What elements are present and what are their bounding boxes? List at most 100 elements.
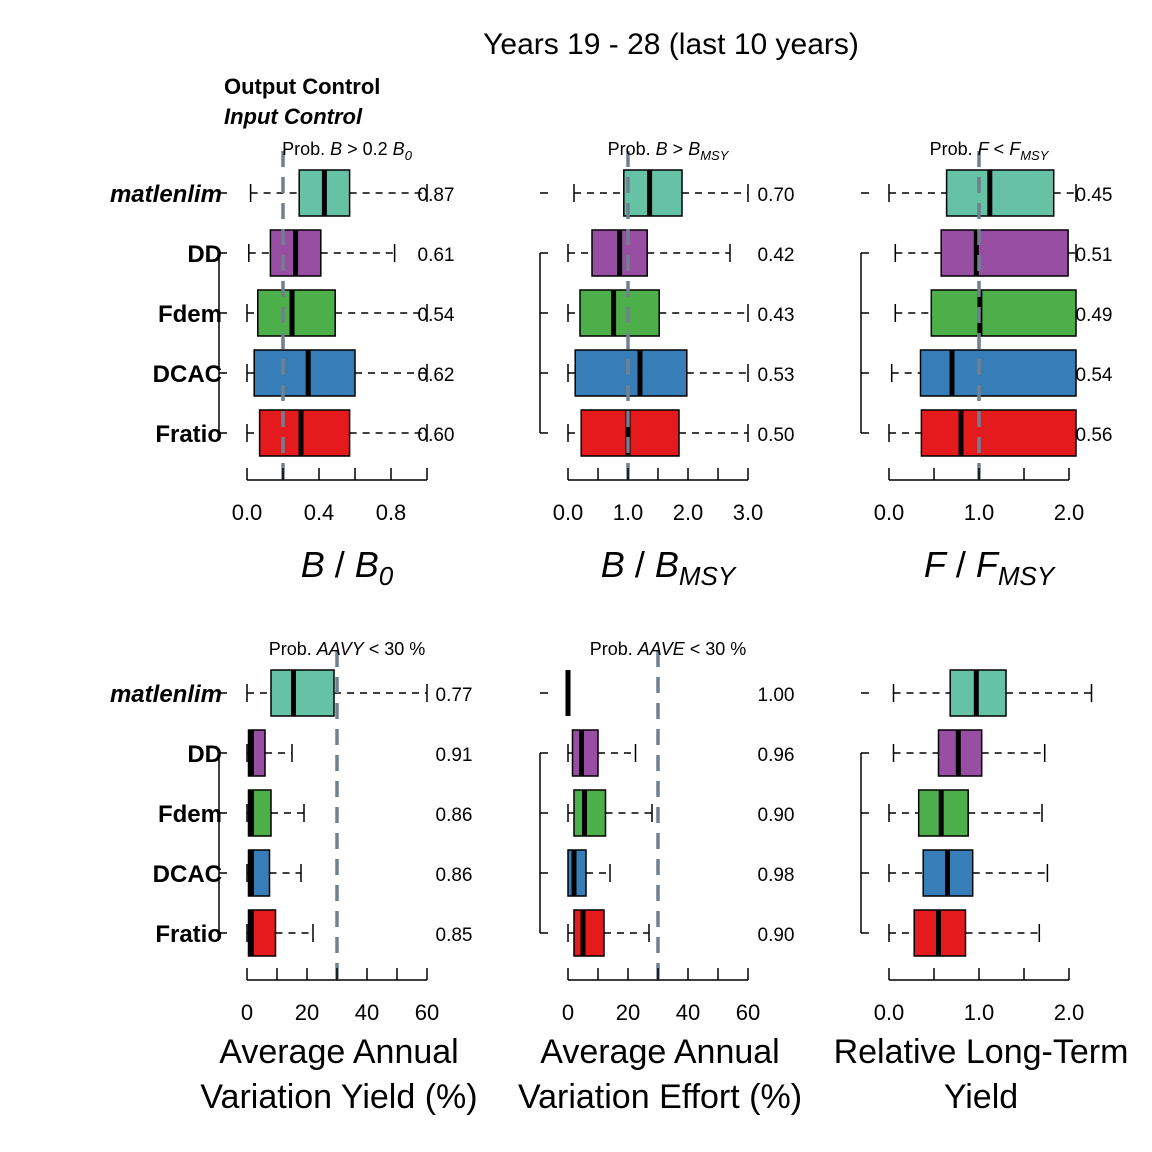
box-Fdem: 0.43 [567, 289, 795, 337]
x-axis-label-line2: Variation Yield (%) [200, 1078, 477, 1116]
box-DD: 0.51 [894, 229, 1113, 277]
prob-value: 1.00 [758, 685, 795, 706]
prob-value: 0.77 [436, 685, 473, 706]
x-tick-label: 0.0 [874, 1000, 905, 1025]
prob-value: 0.91 [436, 745, 473, 766]
box-Fratio: 0.90 [567, 909, 794, 957]
box-Fdem: 0.90 [567, 789, 795, 837]
x-axis-label-line1: Relative Long-Term [834, 1033, 1129, 1071]
box-iqr [930, 289, 1077, 337]
method-label: matlenlim [110, 181, 222, 208]
prob-value: 0.45 [1076, 185, 1113, 206]
box-iqr [270, 669, 335, 717]
x-tick-label: 40 [676, 1000, 700, 1025]
box-Fratio: 0.50 [567, 409, 795, 457]
prob-label: Prob. AAVY < 30 % [269, 639, 426, 659]
x-tick-label: 0.8 [376, 500, 407, 525]
prob-value: 0.61 [418, 245, 455, 266]
prob-value: 0.49 [1076, 305, 1113, 326]
box-DCAC: 0.86 [246, 849, 473, 897]
box-DD: 0.61 [248, 229, 455, 277]
prob-value: 0.86 [436, 865, 473, 886]
prob-label: Prob. F < FMSY [930, 139, 1050, 163]
x-tick-label: 3.0 [733, 500, 764, 525]
x-tick-label: 0.4 [304, 500, 335, 525]
box-matlenlim: 0.45 [888, 169, 1113, 217]
x-tick-label: 0.0 [232, 500, 263, 525]
x-tick-label: 60 [415, 1000, 439, 1025]
box-Fratio [888, 909, 1041, 957]
box-matlenlim [892, 669, 1093, 717]
prob-value: 0.51 [1076, 245, 1113, 266]
box-Fdem: 0.49 [894, 289, 1113, 337]
box-matlenlim: 1.00 [565, 670, 795, 716]
x-tick-label: 0 [562, 1000, 574, 1025]
prob-value: 0.85 [436, 925, 473, 946]
box-Fratio: 0.85 [246, 909, 473, 957]
prob-value: 0.54 [1076, 365, 1113, 386]
box-iqr [253, 349, 356, 397]
box-iqr [920, 409, 1077, 457]
prob-value: 0.53 [758, 365, 795, 386]
box-DD: 0.91 [246, 729, 473, 777]
x-tick-label: 0 [241, 1000, 253, 1025]
box-DCAC: 0.54 [890, 349, 1113, 397]
x-tick-label: 1.0 [964, 500, 995, 525]
method-label: Fdem [158, 301, 222, 328]
box-iqr [573, 789, 607, 837]
box-iqr [257, 289, 336, 337]
prob-label: Prob. B > 0.2 B0 [282, 139, 413, 163]
box-DD: 0.42 [567, 229, 795, 277]
prob-value: 0.98 [758, 865, 795, 886]
prob-value: 0.96 [758, 745, 795, 766]
x-tick-label: 0.0 [874, 500, 905, 525]
box-matlenlim: 0.77 [246, 669, 473, 717]
method-label: DCAC [153, 861, 222, 888]
box-iqr [573, 909, 605, 957]
prob-value: 0.42 [758, 245, 795, 266]
panel-aave: 1.00 0.96 0.90 0.98 0.90 0 20 40 60 Prob. AAVE < … [518, 639, 802, 1116]
prob-value: 0.56 [1076, 425, 1113, 446]
box-matlenlim: 0.87 [249, 169, 455, 217]
box-matlenlim: 0.70 [573, 169, 794, 217]
x-tick-label: 20 [616, 1000, 640, 1025]
method-label: Fratio [155, 921, 222, 948]
prob-value: 0.43 [758, 305, 795, 326]
box-iqr [579, 289, 660, 337]
prob-value: 0.90 [758, 805, 795, 826]
panel-bb0: matlenlim DD Fdem DCAC Fratio 0.87 0.61 0.54 0.6… [110, 139, 455, 591]
box-Fdem: 0.86 [246, 789, 473, 837]
x-tick-label: 40 [355, 1000, 379, 1025]
panel-ltyield: 0.0 1.0 2.0 Relative Long-Term Yield [834, 669, 1129, 1116]
box-iqr [567, 849, 587, 897]
x-tick-label: 2.0 [1054, 1000, 1085, 1025]
legend-input-control: Input Control [224, 104, 363, 129]
panel-aavy: matlenlim DD Fdem DCAC Fratio 0.77 0.91 0.86 0.8… [110, 639, 478, 1116]
method-label: matlenlim [110, 681, 222, 708]
x-tick-label: 2.0 [1054, 500, 1085, 525]
prob-label: Prob. B > BMSY [608, 139, 730, 163]
prob-value: 0.87 [418, 185, 455, 206]
prob-value: 0.60 [418, 425, 455, 446]
box-iqr [574, 349, 688, 397]
box-iqr [247, 789, 272, 837]
box-DD [892, 729, 1046, 777]
prob-label: Prob. AAVE < 30 % [590, 639, 747, 659]
x-tick-label: 60 [736, 1000, 760, 1025]
prob-value: 0.86 [436, 805, 473, 826]
figure-title: Years 19 - 28 (last 10 years) [483, 28, 859, 61]
box-iqr [919, 349, 1077, 397]
method-label: DD [187, 741, 222, 768]
x-tick-label: 2.0 [673, 500, 704, 525]
x-axis-label-line1: Average Annual [540, 1033, 779, 1071]
x-tick-label: 1.0 [613, 500, 644, 525]
prob-value: 0.50 [758, 425, 795, 446]
box-Fratio: 0.56 [888, 409, 1113, 457]
x-axis-label: B / BMSY [601, 544, 737, 591]
box-Fdem: 0.54 [246, 289, 455, 337]
box-iqr [571, 729, 599, 777]
x-axis-label-line1: Average Annual [219, 1033, 458, 1071]
method-label: Fdem [158, 801, 222, 828]
box-iqr [258, 409, 351, 457]
